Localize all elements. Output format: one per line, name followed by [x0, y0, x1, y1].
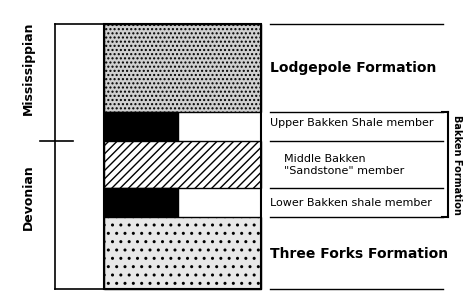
Text: Middle Bakken
"Sandstone" member: Middle Bakken "Sandstone" member: [284, 154, 405, 176]
Bar: [104, 24, 261, 289]
Text: Upper Bakken Shale member: Upper Bakken Shale member: [270, 118, 434, 128]
Text: Three Forks Formation: Three Forks Formation: [270, 247, 448, 261]
Text: Devonian: Devonian: [22, 165, 35, 230]
Bar: [104, 112, 178, 141]
Bar: [104, 188, 178, 217]
Bar: [104, 217, 261, 289]
Text: Lower Bakken shale member: Lower Bakken shale member: [270, 198, 432, 208]
Bar: [104, 24, 261, 112]
Text: Lodgepole Formation: Lodgepole Formation: [270, 61, 437, 75]
Bar: [104, 141, 261, 188]
Text: Bakken Formation: Bakken Formation: [452, 115, 463, 215]
Text: Mississippian: Mississippian: [22, 22, 35, 115]
